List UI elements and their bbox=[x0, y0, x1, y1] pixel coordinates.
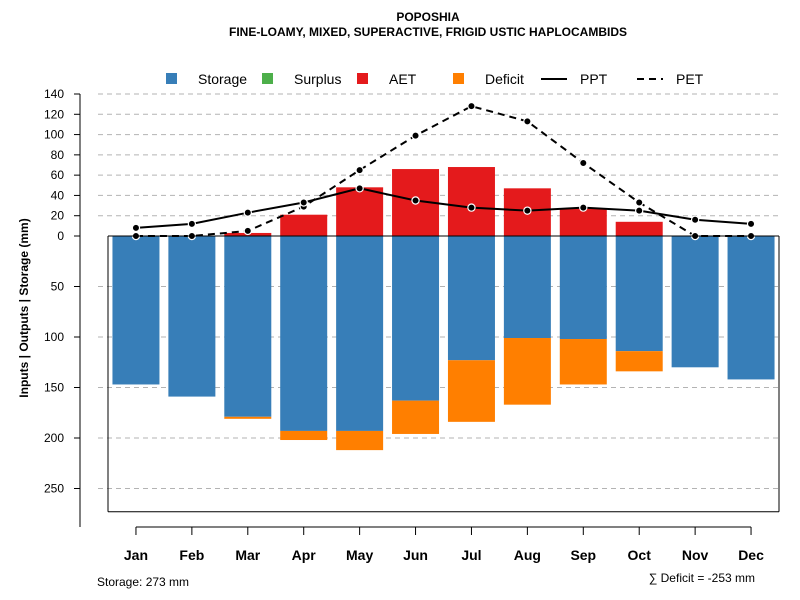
storage-bar-feb bbox=[168, 236, 216, 397]
ppt-line bbox=[135, 187, 752, 229]
ppt-point-sep bbox=[579, 203, 588, 212]
ppt-point-oct bbox=[635, 206, 644, 215]
deficit-bar-mar bbox=[224, 416, 272, 419]
ppt-point-aug bbox=[523, 206, 532, 215]
y-tick-label: 80 bbox=[51, 148, 65, 162]
ppt-point-mar bbox=[243, 208, 252, 217]
deficit-total-label: ∑ Deficit = -253 mm bbox=[649, 571, 755, 585]
storage-bar-sep bbox=[559, 236, 607, 340]
legend-label-storage: Storage bbox=[198, 71, 247, 87]
y-tick-label: 50 bbox=[51, 280, 65, 294]
y-tick-label: 140 bbox=[44, 87, 64, 101]
aet-bar-may bbox=[336, 187, 384, 236]
storage-bar-may bbox=[336, 236, 384, 431]
ppt-point-feb bbox=[187, 219, 197, 229]
legend-swatch-storage bbox=[166, 73, 177, 84]
storage-bar-jun bbox=[392, 236, 440, 401]
pet-point-mar bbox=[243, 226, 252, 236]
x-tick-label-mar: Mar bbox=[235, 547, 260, 563]
y-tick-label: 0 bbox=[57, 229, 64, 243]
pet-point-oct bbox=[635, 198, 644, 207]
ppt-point-may bbox=[355, 184, 364, 193]
y-tick-label: 250 bbox=[44, 482, 64, 496]
y-tick-label: 150 bbox=[44, 381, 64, 395]
ppt-point-apr bbox=[299, 198, 308, 207]
legend-label-pet: PET bbox=[676, 71, 704, 87]
ppt-point-jul bbox=[467, 203, 476, 212]
ppt-point-nov bbox=[690, 215, 700, 224]
legend-label-deficit: Deficit bbox=[485, 71, 524, 87]
pet-point-aug bbox=[523, 117, 532, 126]
y-axis-label: Inputs | Outputs | Storage (mm) bbox=[17, 218, 31, 397]
storage-bar-nov bbox=[671, 236, 719, 368]
pet-point-sep bbox=[579, 158, 588, 168]
ppt-point-jun bbox=[411, 196, 420, 205]
x-tick-label-jun: Jun bbox=[403, 547, 428, 563]
deficit-bar-may bbox=[336, 430, 384, 451]
series-lines bbox=[131, 101, 756, 241]
x-tick-label-nov: Nov bbox=[682, 547, 709, 563]
legend: Storage Surplus AET Deficit PPT PET bbox=[166, 71, 704, 87]
deficit-bar-aug bbox=[503, 338, 551, 405]
storage-bar-oct bbox=[615, 236, 663, 352]
legend-swatch-surplus bbox=[262, 73, 273, 84]
legend-label-aet: AET bbox=[389, 71, 417, 87]
y-tick-label: 100 bbox=[44, 128, 64, 142]
y-tick-label: 120 bbox=[44, 107, 64, 121]
deficit-bar-oct bbox=[615, 351, 663, 372]
legend-label-ppt: PPT bbox=[580, 71, 608, 87]
storage-bar-jan bbox=[112, 236, 160, 385]
legend-swatch-aet bbox=[357, 73, 368, 84]
x-tick-label-jan: Jan bbox=[124, 547, 148, 563]
y-tick-label: 100 bbox=[44, 330, 64, 344]
storage-total-label: Storage: 273 mm bbox=[97, 575, 189, 589]
x-tick-label-dec: Dec bbox=[738, 547, 764, 563]
aet-bar-sep bbox=[559, 208, 607, 236]
storage-bar-aug bbox=[503, 236, 551, 339]
aet-bar-apr bbox=[280, 214, 328, 236]
aet-bar-jul bbox=[447, 167, 495, 236]
pet-point-may bbox=[355, 165, 364, 175]
aet-bar-oct bbox=[615, 221, 663, 236]
storage-bar-apr bbox=[280, 236, 328, 431]
y-tick-label: 40 bbox=[51, 188, 65, 202]
y-tick-label: 20 bbox=[51, 209, 65, 223]
axes: 0 20 40 60 80 100 120 140 50 100 150 200 250 Jan Feb Ma… bbox=[44, 87, 780, 563]
y-tick-label: 200 bbox=[44, 431, 64, 445]
y-tick-label: 60 bbox=[51, 168, 65, 182]
x-tick-label-apr: Apr bbox=[292, 547, 317, 563]
legend-swatch-deficit bbox=[453, 73, 464, 84]
deficit-bar-jul bbox=[447, 360, 495, 422]
storage-bar-jul bbox=[447, 236, 495, 361]
deficit-bar-sep bbox=[559, 339, 607, 385]
deficit-bar-jun bbox=[392, 400, 440, 434]
ppt-point-dec bbox=[746, 219, 756, 229]
x-tick-label-oct: Oct bbox=[628, 547, 652, 563]
chart-title: POPOSHIA bbox=[396, 10, 460, 24]
pet-point-jul bbox=[467, 101, 476, 111]
storage-bar-mar bbox=[224, 236, 272, 417]
chart-subtitle: FINE-LOAMY, MIXED, SUPERACTIVE, FRIGID U… bbox=[229, 25, 627, 39]
deficit-bar-apr bbox=[280, 430, 328, 441]
pet-point-jun bbox=[411, 131, 420, 140]
x-tick-label-may: May bbox=[346, 547, 373, 563]
x-tick-label-sep: Sep bbox=[570, 547, 596, 563]
storage-bar-dec bbox=[727, 236, 775, 380]
ppt-point-jan bbox=[131, 223, 141, 233]
pet-line bbox=[135, 105, 752, 237]
x-tick-label-feb: Feb bbox=[179, 547, 204, 563]
legend-label-surplus: Surplus bbox=[294, 71, 341, 87]
x-tick-label-jul: Jul bbox=[461, 547, 481, 563]
bars bbox=[112, 167, 775, 451]
x-tick-label-aug: Aug bbox=[514, 547, 541, 563]
